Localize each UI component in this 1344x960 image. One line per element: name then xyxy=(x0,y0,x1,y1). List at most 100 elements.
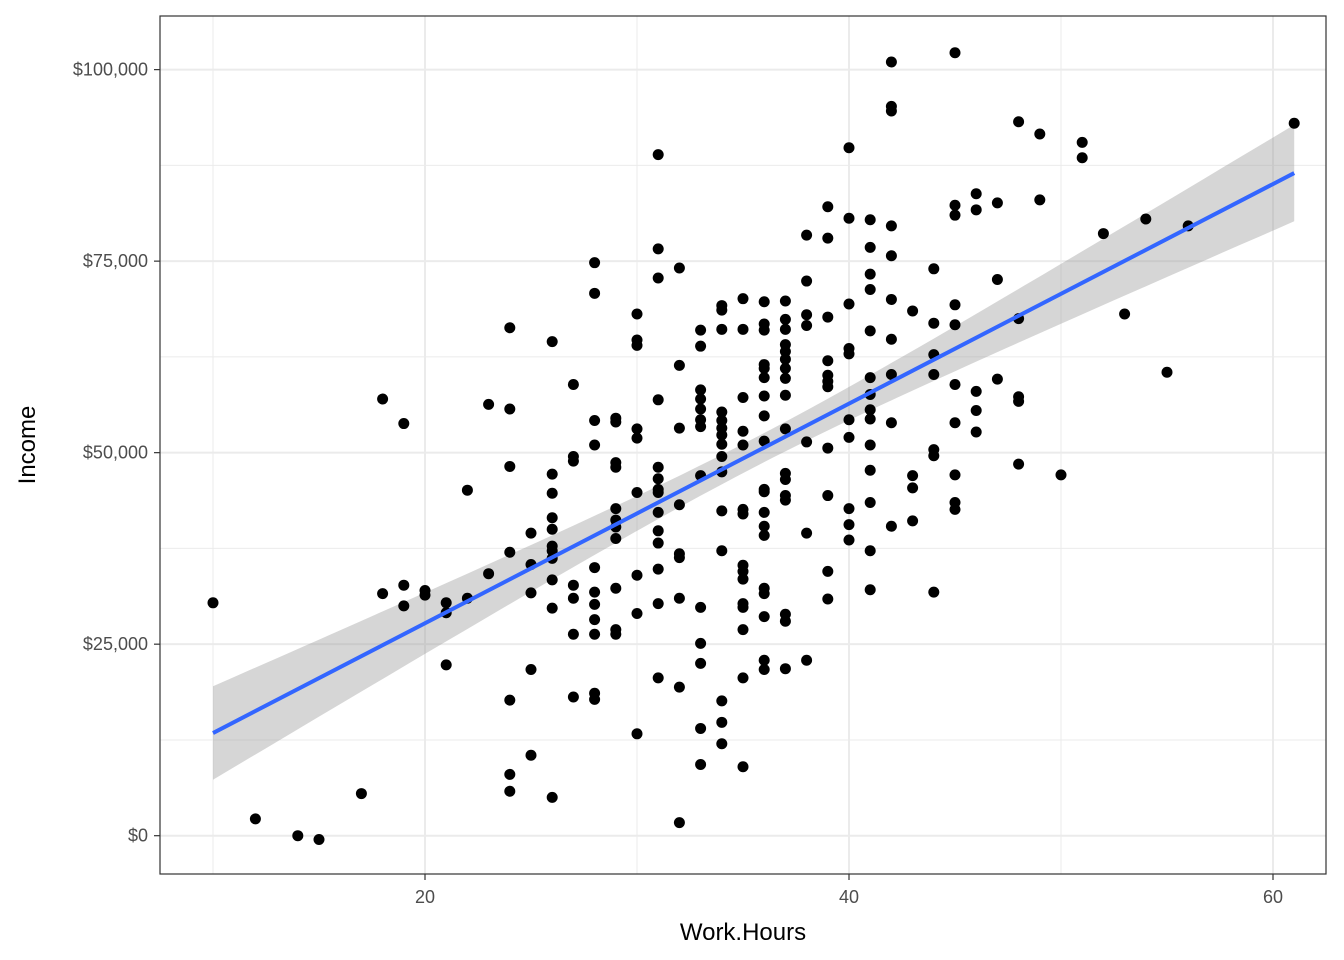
data-point xyxy=(991,274,1003,286)
data-point xyxy=(758,520,770,532)
data-point xyxy=(631,728,643,740)
data-point xyxy=(377,393,389,405)
data-point xyxy=(652,598,664,610)
data-point xyxy=(546,574,558,586)
data-point xyxy=(1140,213,1152,225)
data-point xyxy=(610,532,622,544)
data-point xyxy=(843,142,855,154)
data-point xyxy=(716,323,728,335)
y-tick-label: $50,000 xyxy=(83,443,148,463)
data-point xyxy=(610,582,622,594)
data-point xyxy=(695,758,707,770)
data-point xyxy=(779,423,791,435)
data-point xyxy=(589,562,601,574)
data-point xyxy=(504,460,516,472)
data-point xyxy=(631,569,643,581)
data-point xyxy=(610,461,622,473)
data-point xyxy=(737,565,749,577)
data-point xyxy=(567,592,579,604)
data-point xyxy=(589,414,601,426)
data-point xyxy=(885,369,897,381)
data-point xyxy=(843,503,855,515)
data-point xyxy=(864,268,876,280)
data-point xyxy=(907,482,919,494)
data-point xyxy=(504,785,516,797)
data-point xyxy=(716,304,728,316)
data-point xyxy=(801,654,813,666)
data-point xyxy=(652,243,664,255)
data-point xyxy=(779,473,791,485)
data-point xyxy=(1097,228,1109,240)
data-point xyxy=(1013,458,1025,470)
data-point xyxy=(1055,469,1067,481)
minor-gridlines xyxy=(160,16,1326,874)
data-point xyxy=(673,262,685,274)
data-point xyxy=(758,486,770,498)
data-point xyxy=(355,788,367,800)
data-point xyxy=(822,232,834,244)
data-point xyxy=(589,628,601,640)
data-point xyxy=(949,378,961,390)
data-point xyxy=(673,592,685,604)
data-point xyxy=(864,325,876,337)
y-tick-label: $0 xyxy=(128,826,148,846)
data-point xyxy=(461,484,473,496)
y-tick-label: $75,000 xyxy=(83,251,148,271)
data-point xyxy=(864,584,876,596)
data-point xyxy=(567,628,579,640)
data-point xyxy=(419,589,431,601)
data-point xyxy=(695,393,707,405)
data-point xyxy=(822,593,834,605)
data-point xyxy=(801,275,813,287)
data-point xyxy=(716,738,728,750)
data-point xyxy=(758,506,770,518)
x-axis: 20 40 60 xyxy=(415,874,1283,907)
data-point xyxy=(949,319,961,331)
data-point xyxy=(737,293,749,305)
data-point xyxy=(970,426,982,438)
data-point xyxy=(695,403,707,415)
data-point xyxy=(525,663,537,675)
data-point xyxy=(610,628,622,640)
data-point xyxy=(377,588,389,600)
data-point xyxy=(822,565,834,577)
data-point xyxy=(652,672,664,684)
data-point xyxy=(843,534,855,546)
x-tick-label: 60 xyxy=(1263,887,1283,907)
data-point xyxy=(1161,366,1173,378)
data-point xyxy=(737,573,749,585)
data-point xyxy=(589,614,601,626)
data-point xyxy=(695,324,707,336)
data-point xyxy=(652,473,664,485)
data-point xyxy=(928,586,940,598)
data-point xyxy=(716,429,728,441)
data-point xyxy=(801,527,813,539)
data-point xyxy=(970,405,982,417)
data-point xyxy=(779,663,791,675)
data-point xyxy=(843,431,855,443)
data-point xyxy=(928,369,940,381)
data-point xyxy=(673,681,685,693)
data-point xyxy=(1013,395,1025,407)
data-point xyxy=(758,588,770,600)
data-point xyxy=(546,468,558,480)
data-point xyxy=(673,499,685,511)
data-point xyxy=(758,611,770,623)
data-point xyxy=(779,362,791,374)
data-point xyxy=(567,691,579,703)
data-point xyxy=(1288,117,1300,129)
data-point xyxy=(779,494,791,506)
data-point xyxy=(567,455,579,467)
data-point xyxy=(716,545,728,557)
data-point xyxy=(652,149,664,161)
data-point xyxy=(758,529,770,541)
data-point xyxy=(864,404,876,416)
data-point xyxy=(673,359,685,371)
data-point xyxy=(716,450,728,462)
data-point xyxy=(504,322,516,334)
major-gridlines xyxy=(160,16,1326,874)
data-point xyxy=(949,209,961,221)
data-point xyxy=(758,324,770,336)
data-point xyxy=(801,436,813,448)
data-point xyxy=(631,308,643,320)
